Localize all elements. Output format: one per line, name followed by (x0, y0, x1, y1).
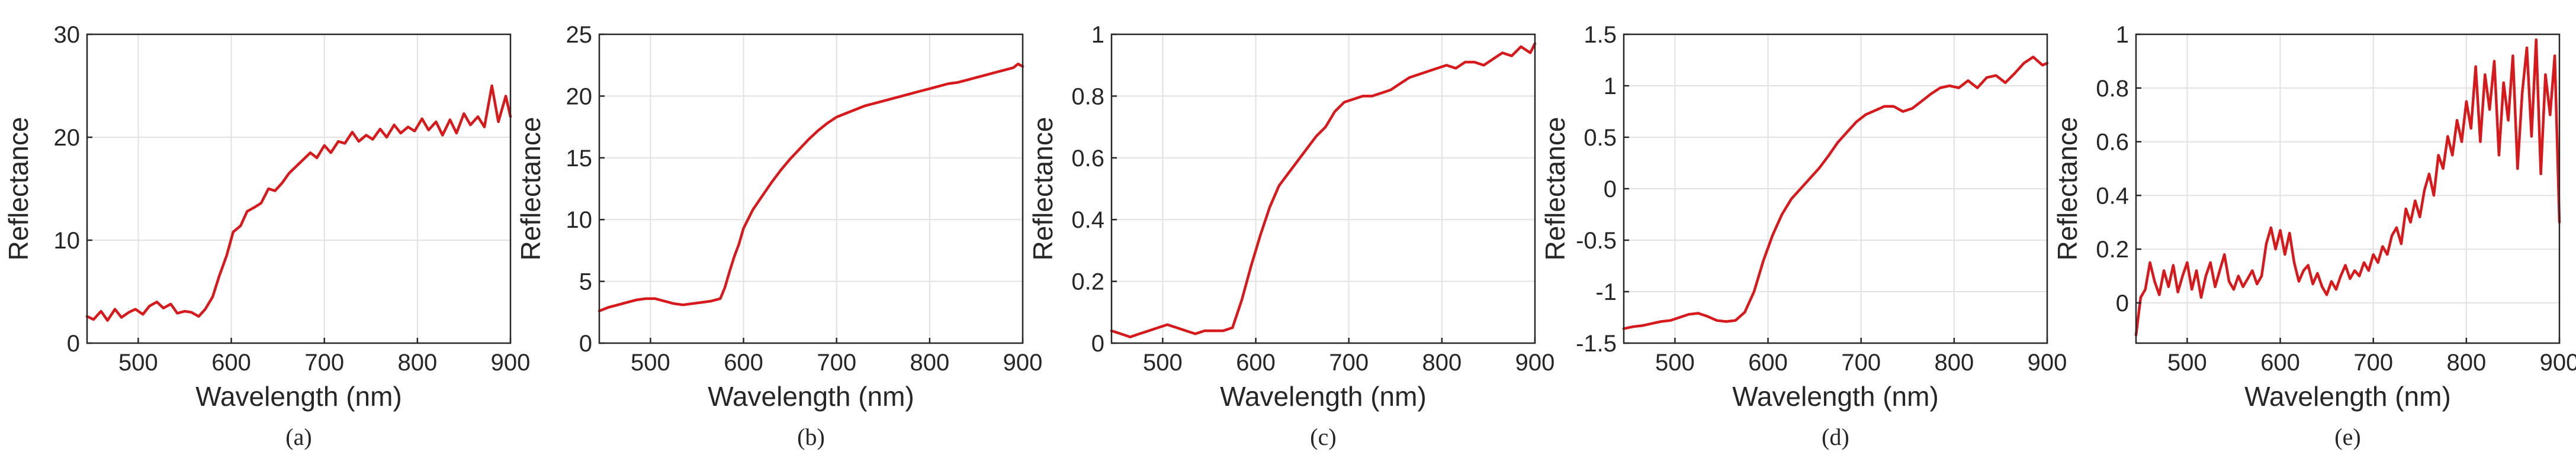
x-tick-label: 800 (1422, 350, 1462, 376)
y-tick-label: -1 (1595, 279, 1617, 305)
y-tick-label: 0.2 (2096, 237, 2129, 263)
y-tick-label: 0.4 (2096, 183, 2129, 209)
y-tick-label: 1 (1604, 73, 1617, 99)
x-tick-label: 900 (2540, 350, 2576, 376)
y-axis-label: Reflectance (2052, 117, 2083, 261)
y-tick-label: 20 (54, 125, 81, 151)
x-tick-label: 700 (817, 350, 856, 376)
x-tick-label: 800 (2446, 350, 2486, 376)
x-tick-label: 800 (1934, 350, 1974, 376)
x-axis-label: Wavelength (nm) (1220, 381, 1427, 412)
x-tick-label: 700 (1841, 350, 1881, 376)
panel-label: (c) (1310, 424, 1336, 450)
reflectance-line (598, 62, 1024, 312)
y-tick-label: 20 (566, 83, 593, 109)
x-tick-label: 500 (631, 350, 670, 376)
y-tick-label: 30 (54, 22, 81, 48)
y-tick-label: 0.6 (2096, 130, 2129, 156)
y-axis-label: Reflectance (1540, 117, 1570, 261)
x-axis-label: Wavelength (nm) (195, 381, 402, 412)
x-tick-label: 900 (1515, 350, 1555, 376)
chart-panel-4: 500 600 700 800 900 -1.5 -1 -0.5 0 0.5 1 1.5 Wavelen… (1540, 22, 2067, 450)
y-tick-label: 0 (2116, 290, 2129, 317)
x-tick-label: 600 (211, 350, 251, 376)
axes-frame (86, 33, 512, 344)
panel-label: (e) (2334, 424, 2360, 450)
y-tick-label: 1 (2116, 22, 2129, 48)
x-tick-label: 600 (724, 350, 763, 376)
reflectance-line (1622, 56, 2049, 330)
y-tick-label: -1.5 (1576, 331, 1617, 357)
y-tick-label: 0 (67, 331, 80, 357)
x-tick-label: 500 (118, 350, 158, 376)
y-axis-label: Reflectance (1027, 117, 1058, 261)
x-tick-label: 700 (1329, 350, 1369, 376)
x-axis-label: Wavelength (nm) (1732, 381, 1939, 412)
y-tick-label: 0.5 (1583, 125, 1617, 151)
reflectance-line (85, 84, 512, 322)
y-tick-label: -0.5 (1576, 228, 1617, 254)
chart-panel-3: 500 600 700 800 900 0 0.2 0.4 0.6 0.8 1 Wavelength … (1027, 22, 1554, 450)
x-tick-label: 600 (1748, 350, 1788, 376)
x-tick-label: 900 (1003, 350, 1043, 376)
x-tick-label: 900 (491, 350, 531, 376)
y-tick-label: 0 (1091, 331, 1104, 357)
x-tick-label: 900 (2028, 350, 2067, 376)
panel-label: (d) (1822, 424, 1849, 450)
chart-panel-2: 500 600 700 800 900 0 5 10 15 20 25 Wavelength (nm)… (515, 22, 1042, 450)
chart-panel-5: 500 600 700 800 900 0 0.2 0.4 0.6 0.8 1 Wavelength … (2052, 22, 2576, 450)
chart-panel-1: 500 600 700 800 900 0 10 20 30 Wavelength (nm) Ref… (3, 22, 530, 450)
x-axis-label: Wavelength (nm) (2244, 381, 2451, 412)
y-tick-label: 0.4 (1071, 207, 1104, 233)
y-tick-label: 5 (579, 269, 592, 295)
panel-label: (b) (797, 424, 825, 450)
reflectance-line (1110, 42, 1537, 338)
y-tick-label: 0.6 (1071, 146, 1104, 172)
y-axis-label: Reflectance (3, 117, 34, 261)
axes-frame (2135, 33, 2561, 344)
x-tick-label: 600 (2260, 350, 2300, 376)
x-tick-label: 600 (1236, 350, 1276, 376)
x-tick-label: 800 (397, 350, 437, 376)
y-tick-label: 0.8 (1071, 83, 1104, 109)
x-tick-label: 700 (2353, 350, 2393, 376)
axes-frame (598, 33, 1024, 344)
panel-label: (a) (285, 424, 311, 450)
axes-frame (1110, 33, 1536, 344)
x-tick-label: 500 (1655, 350, 1695, 376)
reflectance-line (2134, 38, 2561, 337)
y-tick-label: 10 (54, 228, 81, 254)
y-axis-label: Reflectance (515, 117, 546, 261)
y-tick-label: 25 (566, 22, 593, 48)
y-tick-label: 0 (1604, 176, 1617, 202)
x-tick-label: 500 (2167, 350, 2207, 376)
x-axis-label: Wavelength (nm) (708, 381, 914, 412)
x-tick-label: 700 (304, 350, 344, 376)
y-tick-label: 1.5 (1583, 22, 1617, 48)
y-tick-label: 15 (566, 146, 593, 172)
x-tick-label: 500 (1143, 350, 1183, 376)
y-tick-label: 0 (579, 331, 592, 357)
y-tick-label: 10 (566, 207, 593, 233)
x-tick-label: 800 (910, 350, 949, 376)
y-tick-label: 1 (1091, 22, 1104, 48)
y-tick-label: 0.2 (1071, 269, 1104, 295)
y-tick-label: 0.8 (2096, 76, 2129, 102)
